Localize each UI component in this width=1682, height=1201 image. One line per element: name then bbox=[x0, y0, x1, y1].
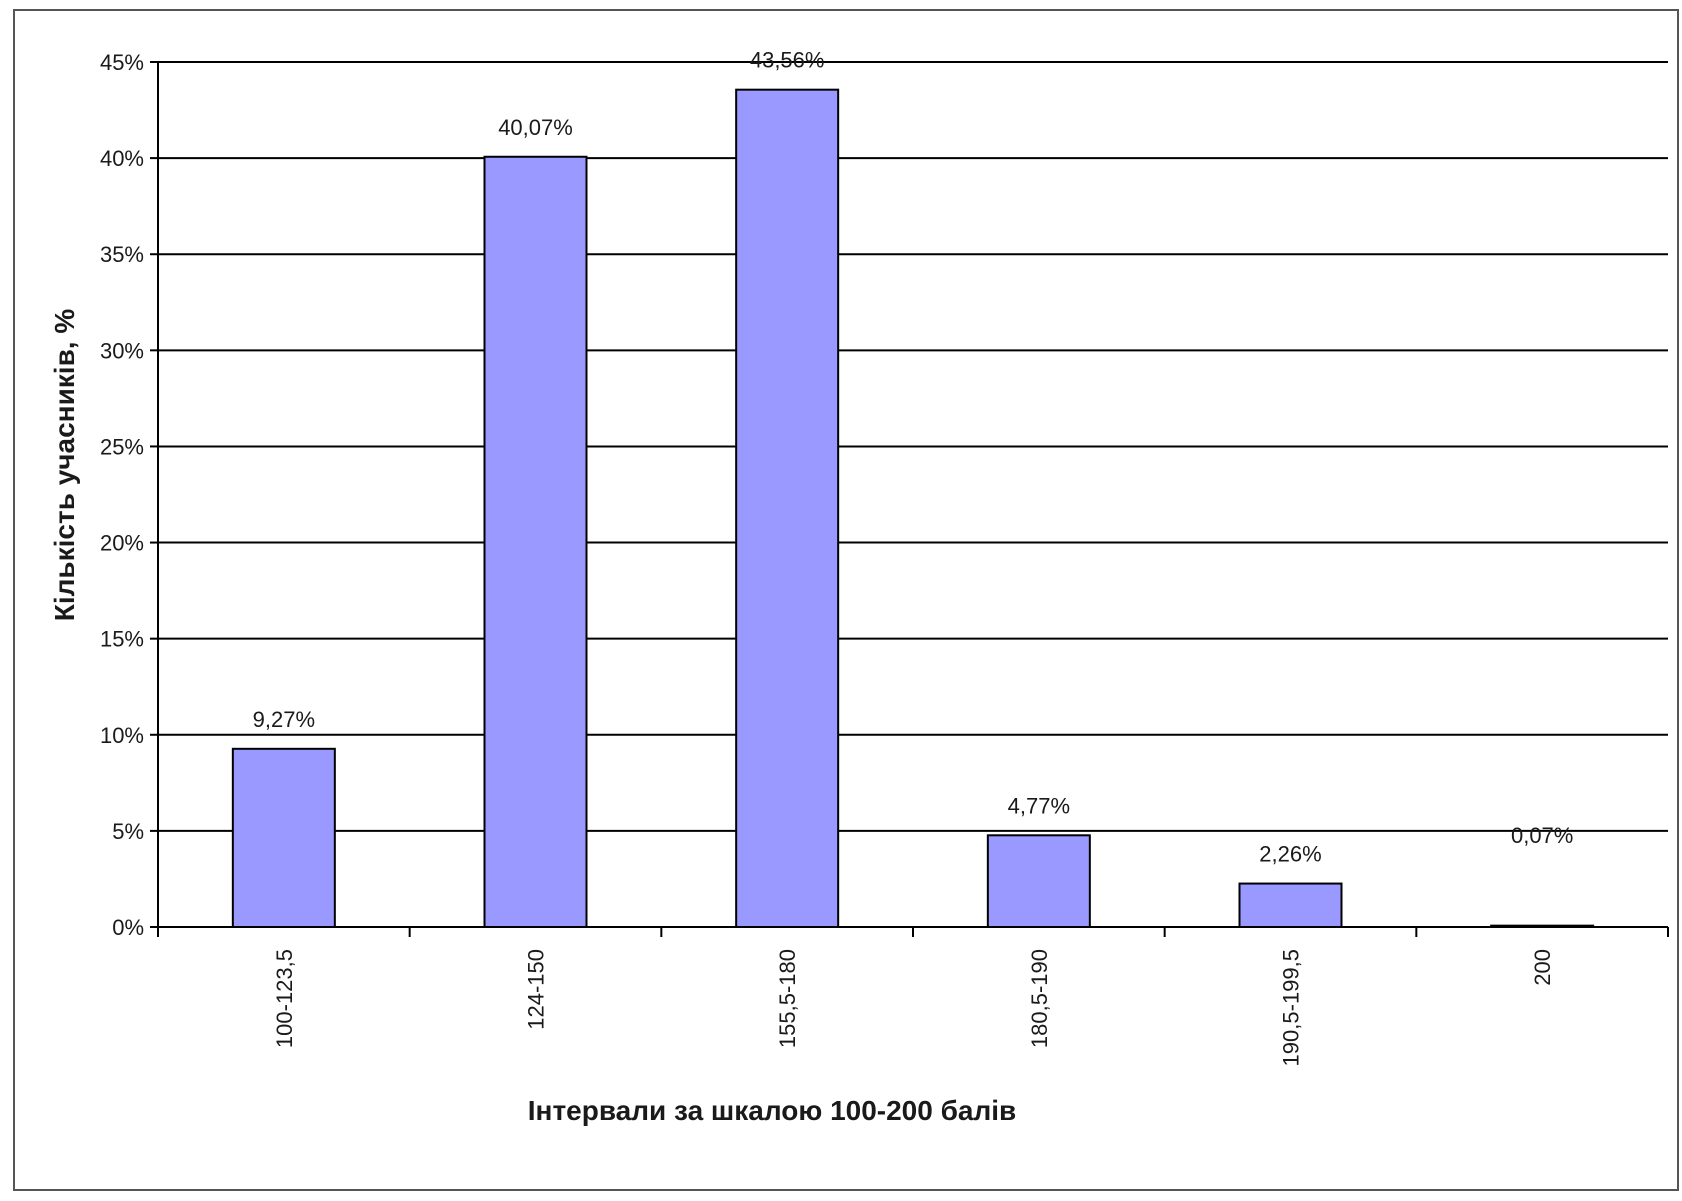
bars bbox=[231, 88, 1595, 929]
y-tick-labels: 0% 5% 10% 15% 20% 25% 30% 35% 40% 45% bbox=[100, 50, 144, 940]
data-labels: 9,27% 40,07% 43,56% 4,77% 2,26% 0,07% bbox=[253, 48, 1574, 867]
x-axis-title: Інтервали за шкалою 100-200 балів bbox=[528, 1095, 1017, 1126]
y-tick-label: 0% bbox=[112, 915, 144, 940]
x-tick-label: 100-123,5 bbox=[272, 949, 297, 1048]
x-tick-labels: 100-123,5 124-150 155,5-180 180,5-190 190,5-… bbox=[272, 949, 1555, 1066]
data-label: 0,07% bbox=[1511, 823, 1573, 848]
y-tick-label: 45% bbox=[100, 50, 144, 75]
y-tick-label: 10% bbox=[100, 723, 144, 748]
chart-border bbox=[13, 9, 1679, 1191]
x-tick-label: 124-150 bbox=[524, 949, 549, 1030]
data-label: 43,56% bbox=[750, 48, 825, 73]
x-tick-label: 180,5-190 bbox=[1027, 949, 1052, 1048]
y-tick-label: 40% bbox=[100, 146, 144, 171]
y-tick-label: 20% bbox=[100, 531, 144, 556]
bar bbox=[735, 88, 840, 929]
y-tick-label: 5% bbox=[112, 819, 144, 844]
y-tick-label: 25% bbox=[100, 434, 144, 459]
data-label: 9,27% bbox=[253, 707, 315, 732]
bar bbox=[483, 155, 588, 928]
gridlines bbox=[158, 61, 1668, 832]
x-tick-label: 155,5-180 bbox=[775, 949, 800, 1048]
y-tick-label: 15% bbox=[100, 627, 144, 652]
data-label: 2,26% bbox=[1259, 842, 1321, 867]
y-tick-label: 35% bbox=[100, 242, 144, 267]
x-tick-label: 200 bbox=[1530, 949, 1555, 986]
y-tick-label: 30% bbox=[100, 338, 144, 363]
data-label: 4,77% bbox=[1008, 793, 1070, 818]
bar bbox=[986, 834, 1091, 928]
x-tick-label: 190,5-199,5 bbox=[1279, 949, 1304, 1066]
data-label: 40,07% bbox=[498, 115, 573, 140]
axes bbox=[150, 61, 1669, 937]
y-axis-title: Кількість учасників, % bbox=[49, 309, 80, 622]
bar bbox=[1238, 882, 1343, 929]
bar bbox=[231, 747, 336, 928]
